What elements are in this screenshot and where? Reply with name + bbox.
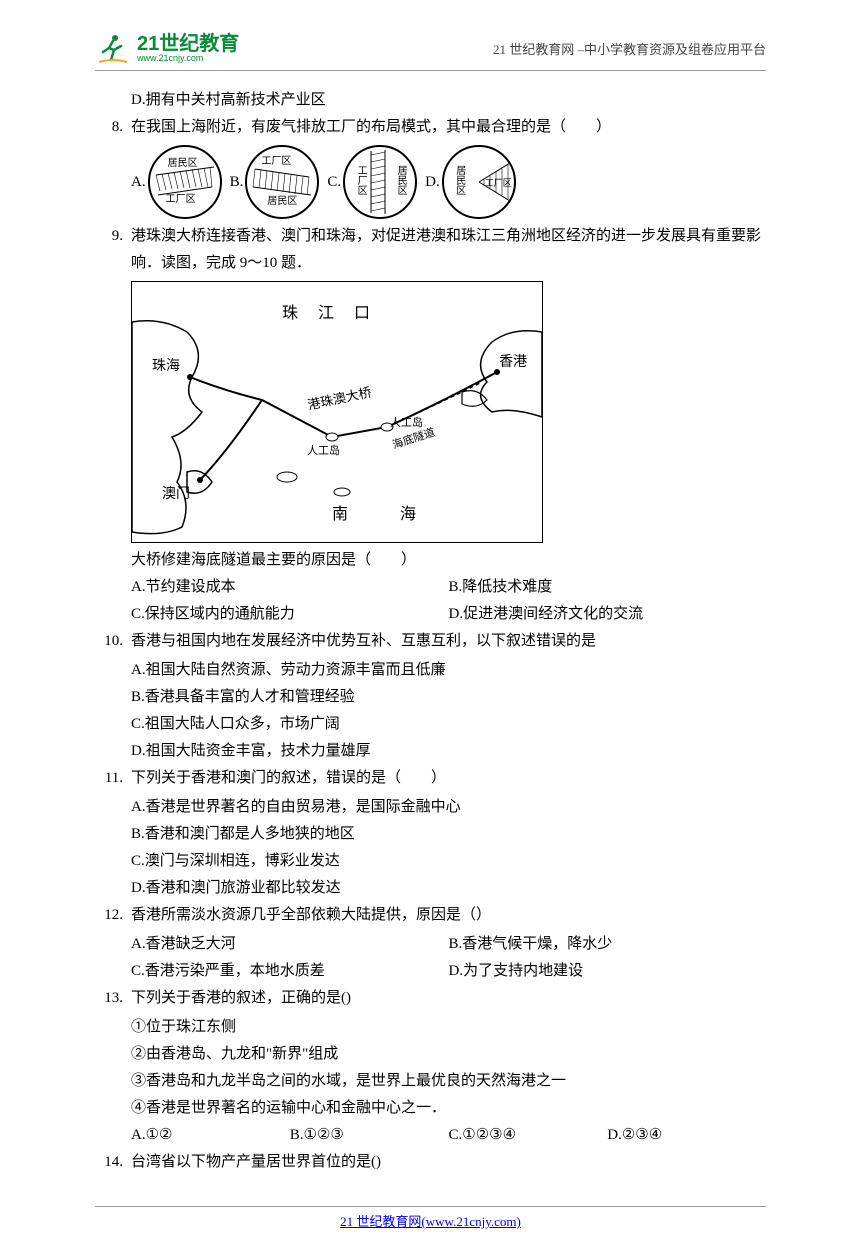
- q9-opts-row1: A.节约建设成本 B.降低技术难度: [95, 574, 766, 601]
- opt-label: A.: [131, 169, 146, 196]
- opt-label: C.: [327, 169, 341, 196]
- q8-opt-a: A. 居民区 工厂区: [131, 145, 222, 219]
- q8-opt-d: D. 居民区 工厂区: [425, 145, 516, 219]
- label-bot: 工厂区: [166, 191, 196, 209]
- q8: 8. 在我国上海附近，有废气排放工厂的布局模式，其中最合理的是（ ）: [95, 114, 766, 141]
- label-top: 居民区: [168, 155, 198, 173]
- q8-opt-c: C. 工厂区 居民区: [327, 145, 417, 219]
- q12-opt-d: D.为了支持内地建设: [449, 958, 767, 985]
- footer-url[interactable]: (www.21cnjy.com): [421, 1214, 520, 1229]
- q-number: 10.: [95, 628, 131, 655]
- header-caption: 21 世纪教育网 –中小学教育资源及组卷应用平台: [493, 39, 766, 58]
- q14: 14. 台湾省以下物产产量居世界首位的是(): [95, 1149, 766, 1176]
- q10-opt-c: C.祖国大陆人口众多，市场广阔: [95, 711, 766, 738]
- q7-option-d: D.拥有中关村高新技术产业区: [95, 87, 766, 114]
- opt-label: B.: [230, 169, 244, 196]
- logo: 21世纪教育 www.21cnjy.com: [95, 30, 239, 66]
- q-text: 在我国上海附近，有废气排放工厂的布局模式，其中最合理的是（ ）: [131, 114, 766, 141]
- label-top: 工厂区: [261, 153, 291, 171]
- header: 21世纪教育 www.21cnjy.com 21 世纪教育网 –中小学教育资源及…: [95, 30, 766, 71]
- map-label-macau: 澳门: [162, 482, 190, 507]
- q12-opts-row2: C.香港污染严重，本地水质差 D.为了支持内地建设: [95, 958, 766, 985]
- map-label-pearl: 珠 江 口: [282, 300, 378, 329]
- q9-map: 珠 江 口 珠海 香港 港珠澳大桥 人工岛 人工岛 海底隧道 澳门 南 海: [131, 281, 543, 543]
- circle-diagram-b: 工厂区 居民区: [245, 145, 319, 219]
- q-number: 8.: [95, 114, 131, 141]
- q-text: 香港与祖国内地在发展经济中优势互补、互惠互利，以下叙述错误的是: [131, 628, 766, 655]
- q13-opt-c: C.①②③④: [449, 1122, 608, 1149]
- q-text: 下列关于香港的叙述，正确的是(): [131, 985, 766, 1012]
- label-right: 工厂区: [485, 175, 512, 191]
- logo-text: 21世纪教育 www.21cnjy.com: [137, 34, 239, 63]
- opt-label: D.: [425, 169, 440, 196]
- circle-diagram-c: 工厂区 居民区: [343, 145, 417, 219]
- q10-opt-b: B.香港具备丰富的人才和管理经验: [95, 684, 766, 711]
- q13-line4: ④香港是世界著名的运输中心和金融中心之一．: [95, 1095, 766, 1122]
- q13: 13. 下列关于香港的叙述，正确的是(): [95, 985, 766, 1012]
- map-label-island2: 人工岛: [307, 442, 340, 462]
- q13-line1: ①位于珠江东侧: [95, 1014, 766, 1041]
- label-left: 工厂区: [351, 165, 369, 195]
- q13-opts: A.①② B.①②③ C.①②③④ D.②③④: [95, 1122, 766, 1149]
- logo-cn: 21世纪教育: [137, 34, 239, 54]
- q10: 10. 香港与祖国内地在发展经济中优势互补、互惠互利，以下叙述错误的是: [95, 628, 766, 655]
- q12-opt-c: C.香港污染严重，本地水质差: [131, 958, 449, 985]
- q10-opt-a: A.祖国大陆自然资源、劳动力资源丰富而且低廉: [95, 657, 766, 684]
- circle-diagram-a: 居民区 工厂区: [148, 145, 222, 219]
- runner-icon: [95, 30, 131, 66]
- q11: 11. 下列关于香港和澳门的叙述，错误的是（ ）: [95, 765, 766, 792]
- label-right: 居民区: [391, 165, 409, 195]
- label-left: 居民区: [450, 165, 468, 195]
- q-text: 台湾省以下物产产量居世界首位的是(): [131, 1149, 766, 1176]
- q-number: 12.: [95, 902, 131, 929]
- q9-sub: 大桥修建海底隧道最主要的原因是（ ）: [95, 547, 766, 574]
- q12-opt-a: A.香港缺乏大河: [131, 931, 449, 958]
- q11-opt-c: C.澳门与深圳相连，博彩业发达: [95, 848, 766, 875]
- q12-opt-b: B.香港气候干燥，降水少: [449, 931, 767, 958]
- q11-opt-b: B.香港和澳门都是人多地狭的地区: [95, 821, 766, 848]
- q13-line2: ②由香港岛、九龙和"新界"组成: [95, 1041, 766, 1068]
- q9-opt-c: C.保持区域内的通航能力: [131, 601, 449, 628]
- q8-opt-b: B. 工厂区 居民区: [230, 145, 320, 219]
- q-text: 下列关于香港和澳门的叙述，错误的是（ ）: [131, 765, 766, 792]
- circle-diagram-d: 居民区 工厂区: [442, 145, 516, 219]
- map-label-hk: 香港: [499, 350, 527, 375]
- q-number: 9.: [95, 223, 131, 277]
- q-text: 香港所需淡水资源几乎全部依赖大陆提供，原因是（）: [131, 902, 766, 929]
- q-number: 13.: [95, 985, 131, 1012]
- map-label-zhuhai: 珠海: [152, 354, 180, 379]
- q9-opt-b: B.降低技术难度: [449, 574, 767, 601]
- q9-opt-a: A.节约建设成本: [131, 574, 449, 601]
- q-number: 11.: [95, 765, 131, 792]
- q11-opt-a: A.香港是世界著名的自由贸易港，是国际金融中心: [95, 794, 766, 821]
- q9-opt-d: D.促进港澳间经济文化的交流: [449, 601, 767, 628]
- map-label-sea: 南 海: [332, 501, 434, 530]
- q10-opt-d: D.祖国大陆资金丰富，技术力量雄厚: [95, 738, 766, 765]
- q11-opt-d: D.香港和澳门旅游业都比较发达: [95, 875, 766, 902]
- q13-opt-a: A.①②: [131, 1122, 290, 1149]
- q-number: 14.: [95, 1149, 131, 1176]
- q12-opts-row1: A.香港缺乏大河 B.香港气候干燥，降水少: [95, 931, 766, 958]
- footer-site[interactable]: 21 世纪教育网: [340, 1214, 421, 1229]
- page: 21世纪教育 www.21cnjy.com 21 世纪教育网 –中小学教育资源及…: [0, 0, 861, 1250]
- q13-opt-d: D.②③④: [607, 1122, 766, 1149]
- q9: 9. 港珠澳大桥连接香港、澳门和珠海，对促进港澳和珠江三角洲地区经济的进一步发展…: [95, 223, 766, 277]
- logo-url: www.21cnjy.com: [137, 54, 239, 63]
- q8-options: A. 居民区 工厂区 B.: [95, 145, 766, 219]
- q-text: 港珠澳大桥连接香港、澳门和珠海，对促进港澳和珠江三角洲地区经济的进一步发展具有重…: [131, 223, 766, 277]
- content: D.拥有中关村高新技术产业区 8. 在我国上海附近，有废气排放工厂的布局模式，其…: [95, 87, 766, 1176]
- q13-opt-b: B.①②③: [290, 1122, 449, 1149]
- label-bot: 居民区: [267, 193, 297, 211]
- q13-line3: ③香港岛和九龙半岛之间的水域，是世界上最优良的天然海港之一: [95, 1068, 766, 1095]
- footer: 21 世纪教育网(www.21cnjy.com): [95, 1206, 766, 1230]
- q12: 12. 香港所需淡水资源几乎全部依赖大陆提供，原因是（）: [95, 902, 766, 929]
- q9-opts-row2: C.保持区域内的通航能力 D.促进港澳间经济文化的交流: [95, 601, 766, 628]
